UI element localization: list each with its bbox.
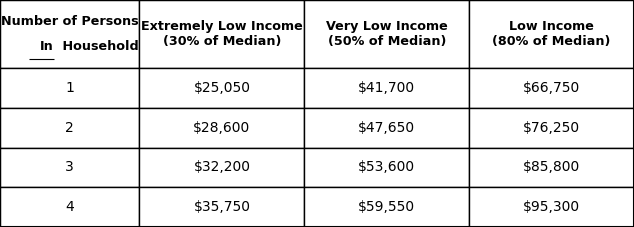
Bar [469,0,634,68]
Bar [304,108,469,148]
Text: 3: 3 [65,160,74,174]
Bar [0,108,139,148]
Bar [469,187,634,227]
Bar [469,108,634,148]
Bar [469,148,634,187]
Text: $95,300: $95,300 [523,200,580,214]
Text: $53,600: $53,600 [358,160,415,174]
Bar [0,148,139,187]
Text: Low Income
(80% of Median): Low Income (80% of Median) [493,20,611,48]
Bar [139,68,304,108]
Text: $28,600: $28,600 [193,121,250,135]
Text: $25,050: $25,050 [193,81,250,95]
Bar [139,148,304,187]
Text: Very Low Income
(50% of Median): Very Low Income (50% of Median) [326,20,448,48]
Bar [304,68,469,108]
Text: Household: Household [58,40,139,53]
Text: $66,750: $66,750 [523,81,580,95]
Bar [469,68,634,108]
Bar [139,108,304,148]
Text: $41,700: $41,700 [358,81,415,95]
Text: $32,200: $32,200 [193,160,250,174]
Text: Extremely Low Income
(30% of Median): Extremely Low Income (30% of Median) [141,20,303,48]
Text: In: In [40,40,54,53]
Bar [0,0,139,68]
Text: $35,750: $35,750 [193,200,250,214]
Text: $85,800: $85,800 [523,160,580,174]
Bar [304,0,469,68]
Bar [304,187,469,227]
Text: $76,250: $76,250 [523,121,580,135]
Text: $47,650: $47,650 [358,121,415,135]
Text: 2: 2 [65,121,74,135]
Bar [139,0,304,68]
Bar [0,68,139,108]
Bar [0,187,139,227]
Bar [304,148,469,187]
Text: 1: 1 [65,81,74,95]
Bar [139,187,304,227]
Text: 4: 4 [65,200,74,214]
Text: Number of Persons: Number of Persons [1,15,139,28]
Text: $59,550: $59,550 [358,200,415,214]
